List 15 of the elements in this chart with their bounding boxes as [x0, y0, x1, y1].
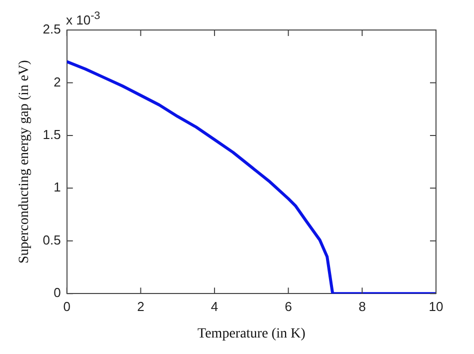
y-axis-title: Superconducting energy gap (in eV): [17, 60, 32, 264]
x-tick-label: 2: [137, 298, 144, 314]
y-tick-label: 1: [54, 180, 61, 195]
x-axis-title: Temperature (in K): [198, 326, 306, 342]
y-tick-label: 2: [54, 74, 61, 90]
text: x 10$^{-3}$: [66, 10, 100, 28]
x-tick-label: 0: [63, 298, 70, 314]
y-tick-label: 0: [54, 285, 61, 300]
x-tick-label: 6: [284, 298, 292, 314]
x-tick-label: 4: [210, 298, 218, 314]
y-tick-label: 2.5: [42, 22, 61, 37]
x-tick-label: 8: [358, 298, 366, 314]
y-tick-label: 1.5: [42, 127, 61, 142]
y-tick-label: 0.5: [42, 232, 61, 248]
x-tick-label: 10: [428, 298, 444, 314]
